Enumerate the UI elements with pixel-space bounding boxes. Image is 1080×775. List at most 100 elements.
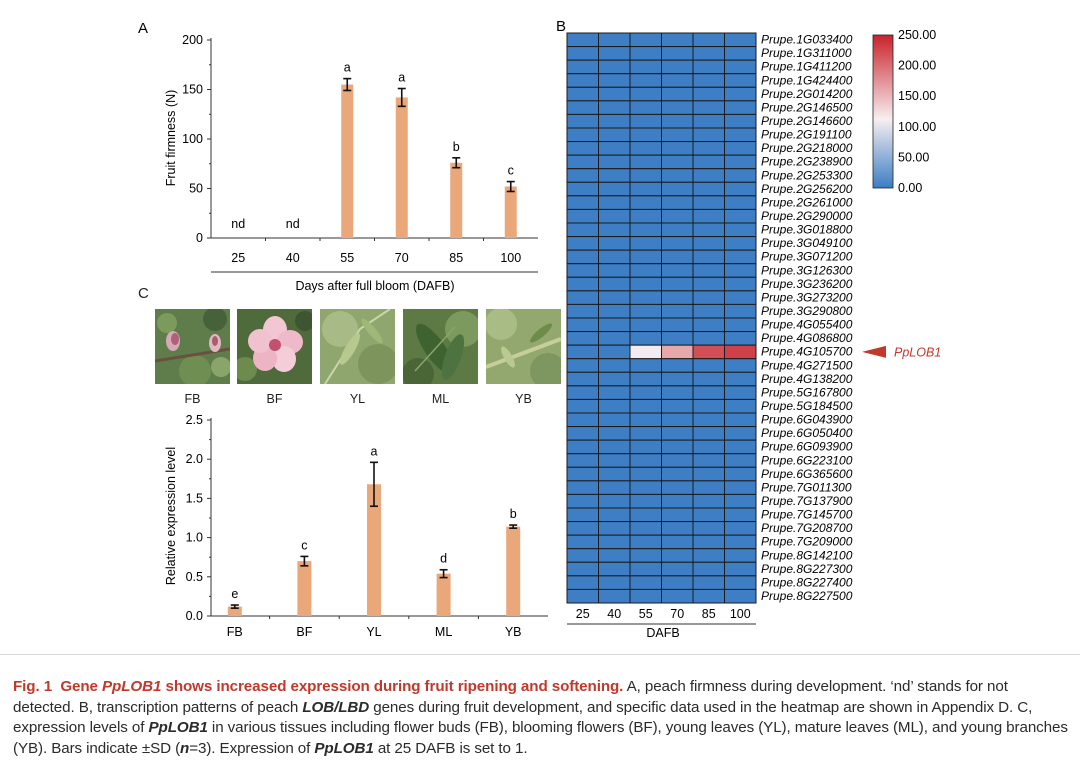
panel-label-b: B [556, 18, 566, 35]
heatmap-cell [598, 290, 631, 305]
heatmap-cell [692, 534, 725, 550]
heatmap-row-label: Prupe.4G086800 [761, 331, 853, 345]
heatmap-cell [598, 480, 631, 495]
heatmap-cell [629, 453, 662, 468]
heatmap-cell [661, 588, 694, 604]
heatmap-cell [598, 127, 631, 143]
heatmap-cell [692, 249, 725, 265]
heatmap-cell [629, 86, 662, 102]
significance-label: a [344, 61, 351, 75]
heatmap-cell [629, 263, 662, 278]
bar [395, 97, 408, 238]
x-tick-label: 55 [340, 251, 354, 265]
heatmap-cell [629, 371, 662, 387]
heatmap-cell [724, 236, 757, 251]
heatmap-cell [566, 276, 599, 292]
heatmap-cell [598, 276, 631, 292]
heatmap-row-label: Prupe.1G311000 [761, 46, 852, 60]
heatmap-cell [692, 141, 725, 156]
x-tick-label: 70 [395, 251, 409, 265]
heatmap-col-label: 85 [702, 607, 716, 621]
heatmap-cell [724, 466, 757, 482]
heatmap-cell [629, 344, 662, 360]
heatmap-cell [566, 32, 599, 48]
heatmap-row-label: Prupe.2G238900 [761, 155, 853, 169]
heatmap-cell [692, 521, 725, 536]
heatmap-cell [566, 371, 599, 387]
heatmap-row-label: Prupe.6G093900 [761, 440, 853, 454]
heatmap-cell [598, 453, 631, 468]
heatmap-cell [598, 575, 631, 590]
heatmap-cell [566, 290, 599, 305]
bar [450, 162, 463, 238]
heatmap-row-label: Prupe.1G033400 [761, 33, 853, 47]
heatmap-cell [724, 113, 757, 129]
heatmap-cell [566, 236, 599, 251]
heatmap-cell [598, 100, 631, 115]
x-tick-label: YB [505, 625, 522, 639]
heatmap-cell [724, 453, 757, 468]
heatmap-cell [598, 331, 631, 346]
heatmap-cell [598, 588, 631, 604]
heatmap-cell [629, 113, 662, 129]
heatmap-cell [629, 575, 662, 590]
heatmap-cell [661, 86, 694, 102]
heatmap-cell [661, 466, 694, 482]
young-leaves-photo [320, 309, 395, 384]
heatmap-cell [566, 100, 599, 115]
heatmap-row-label: Prupe.1G424400 [761, 73, 853, 87]
heatmap-cell [629, 290, 662, 305]
heatmap-cell [598, 113, 631, 129]
heatmap-cell [566, 398, 599, 414]
y-tick-label: 2.0 [186, 452, 203, 466]
photo-label-yb: YB [515, 392, 532, 406]
bar [341, 84, 354, 238]
heatmap-cell [661, 141, 694, 156]
heatmap-cell [598, 493, 631, 509]
heatmap-cell [724, 73, 757, 88]
heatmap-cell [692, 236, 725, 251]
heatmap-cell [661, 575, 694, 590]
heatmap-cell [598, 439, 631, 455]
heatmap-cell [724, 249, 757, 265]
heatmap-cell [692, 195, 725, 210]
heatmap-cell [566, 168, 599, 183]
caption-family: LOB/LBD [302, 698, 370, 716]
heatmap-cell [661, 493, 694, 509]
heatmap-cell [566, 453, 599, 468]
heatmap-cell [661, 32, 694, 48]
heatmap-cell [724, 534, 757, 550]
y-tick-label: 200 [182, 33, 203, 47]
heatmap-cell [598, 507, 631, 523]
heatmap-cell [661, 222, 694, 238]
heatmap-cell [598, 154, 631, 170]
heatmap-cell [724, 32, 757, 48]
heatmap-cell [629, 493, 662, 509]
heatmap-cell [661, 331, 694, 346]
caption-text-2: genes during fruit development, and spec… [13, 698, 1033, 737]
heatmap-cell [661, 249, 694, 265]
heatmap-row-label: Prupe.3G049100 [761, 236, 853, 250]
heatmap-row-label: Prupe.3G273200 [761, 290, 853, 304]
heatmap-cell [724, 426, 757, 441]
heatmap-col-label: 100 [730, 607, 751, 621]
heatmap-cell [661, 100, 694, 115]
heatmap-cell [692, 548, 725, 563]
blooming-flower-photo [237, 309, 312, 384]
heatmap-cell [692, 439, 725, 455]
colorbar-tick-label: 100.00 [898, 120, 936, 134]
ylabel-c: Relative expression level [164, 447, 178, 585]
heatmap-cell [598, 195, 631, 210]
heatmap-cell [724, 493, 757, 509]
heatmap-cell [692, 371, 725, 387]
heatmap-cell [661, 236, 694, 251]
heatmap-cell [598, 249, 631, 265]
heatmap-cell [598, 466, 631, 482]
significance-label: d [440, 552, 447, 566]
heatmap-cell [661, 181, 694, 197]
colorbar-tick-label: 0.00 [898, 181, 922, 195]
heatmap-row-label: Prupe.7G145700 [761, 508, 853, 522]
heatmap-cell [566, 303, 599, 319]
heatmap-cell [692, 575, 725, 590]
heatmap-cell [629, 507, 662, 523]
